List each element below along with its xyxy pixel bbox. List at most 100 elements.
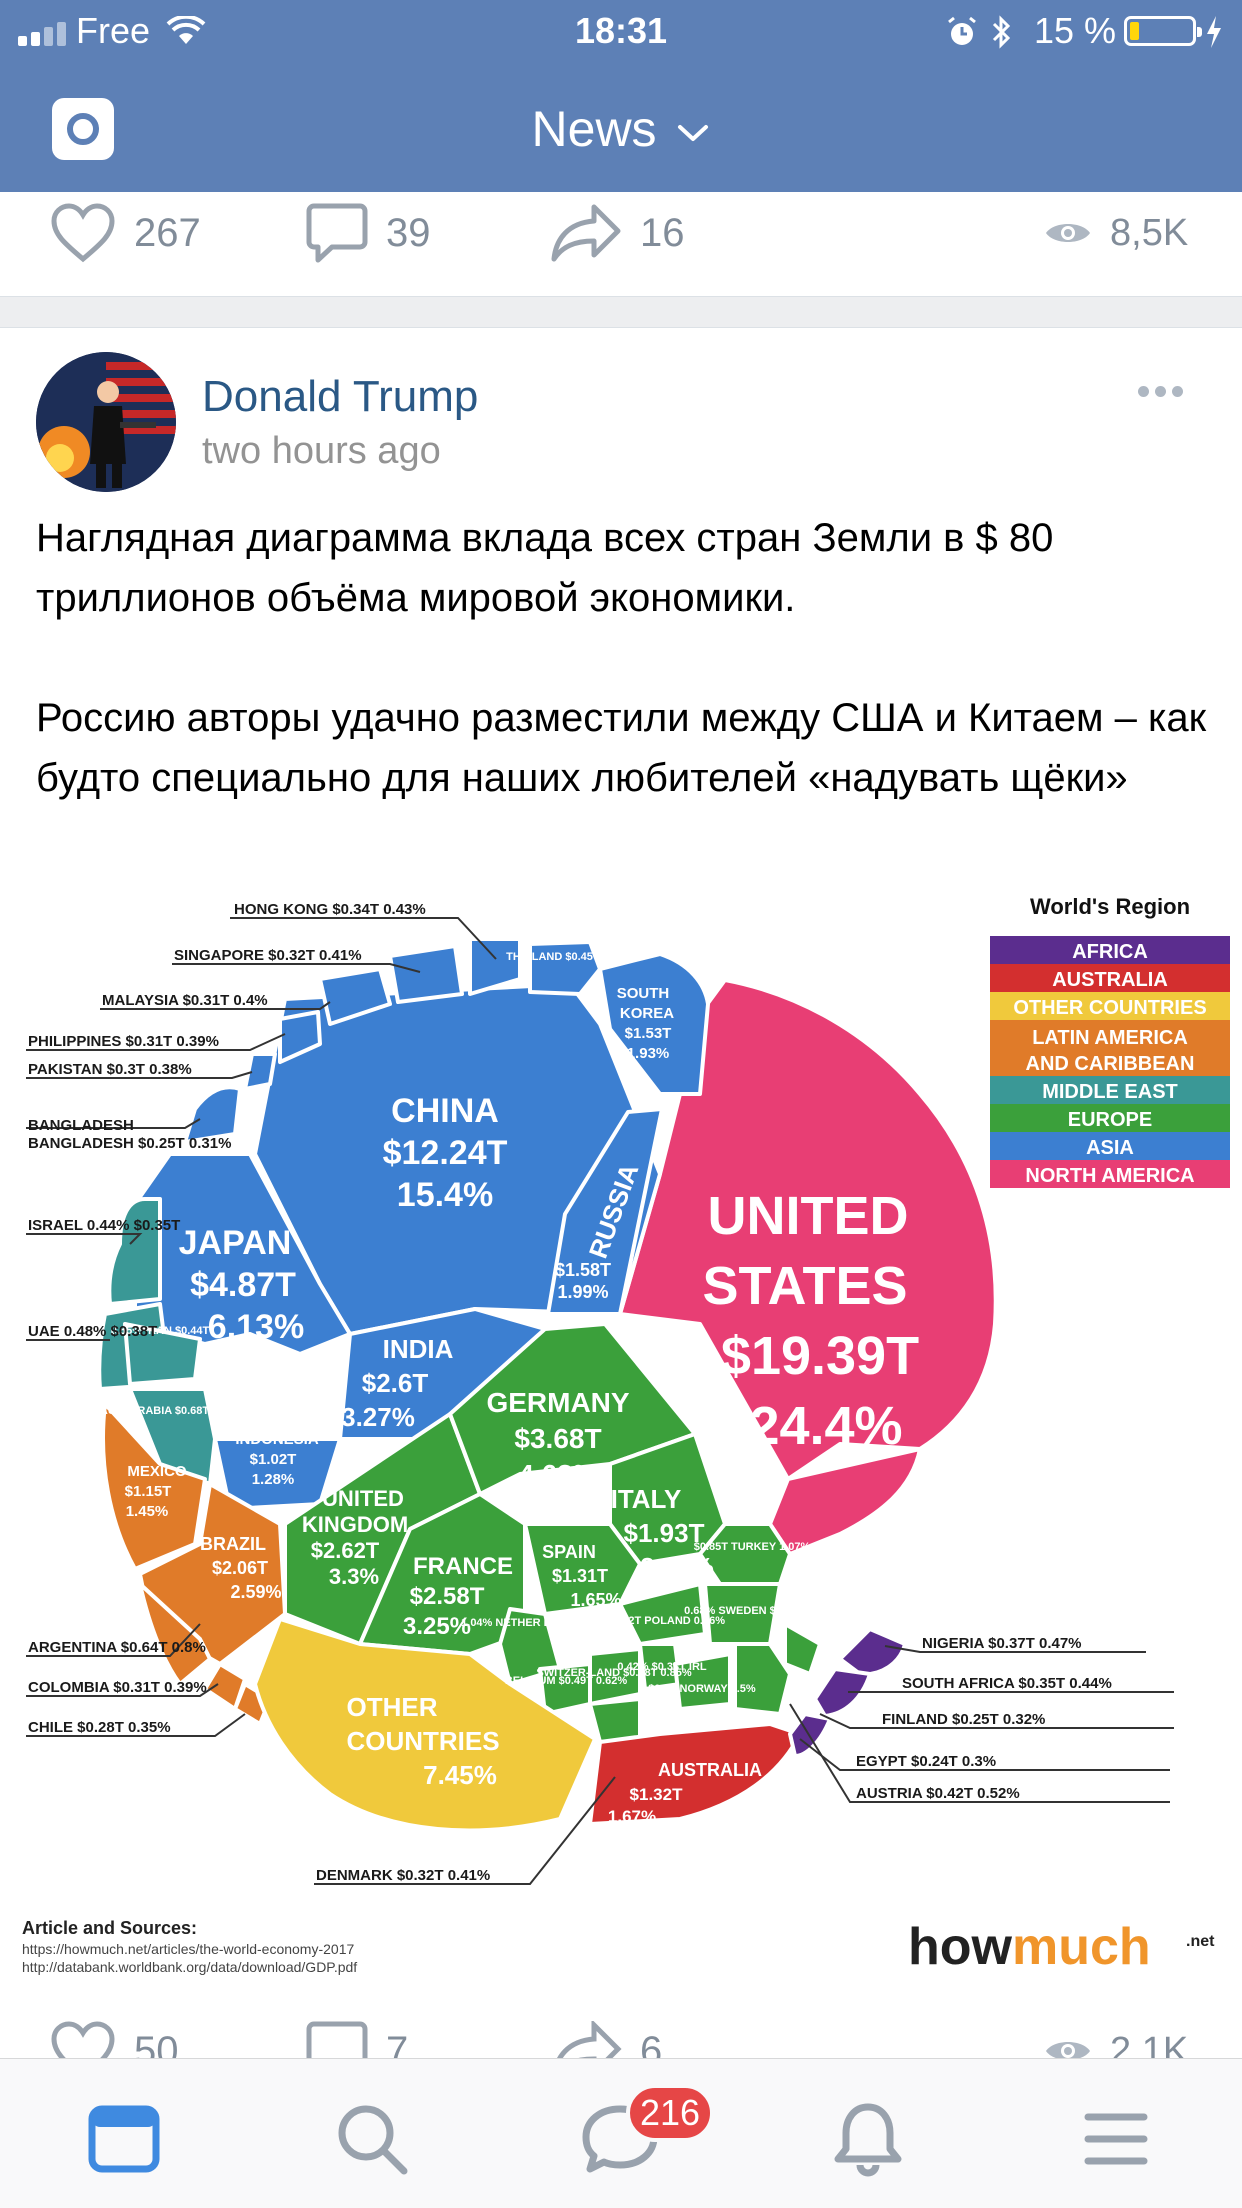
chart-legend: World's Region AFRICA AUSTRALIA OTHER CO… xyxy=(990,894,1230,1188)
cell-other xyxy=(253,1617,597,1833)
label-indonesia-name: INDONESIA xyxy=(235,1431,319,1448)
cell-netherlands xyxy=(498,1607,562,1686)
messages-badge: 216 xyxy=(626,2084,715,2142)
tab-search[interactable] xyxy=(332,2099,412,2179)
cell-malaysia xyxy=(318,967,392,1026)
legend-label-europe: EUROPE xyxy=(1068,1109,1152,1131)
label-mexico-value: $1.15T xyxy=(125,1483,172,1500)
cell-hong-kong xyxy=(468,937,522,996)
callout-bangladesh: BANGLADESH $0.25T 0.31% xyxy=(28,1135,231,1152)
callout-finland: FINLAND $0.25T 0.32% xyxy=(882,1711,1045,1728)
callout-malaysia: MALAYSIA $0.31T 0.4% xyxy=(102,992,268,1009)
chart-big-labels: UNITED STATES $19.39T 24.4% CHINA $12.24… xyxy=(125,985,937,1826)
author-name[interactable]: Donald Trump xyxy=(202,372,479,421)
label-other-name-2: COUNTRIES xyxy=(346,1726,499,1756)
label-canada-pct: 2.08% xyxy=(819,1598,881,1623)
label-mexico-pct: 1.45% xyxy=(126,1503,169,1520)
callout-colombia: COLOMBIA $0.31T 0.39% xyxy=(28,1679,207,1696)
label-irl: 0.42% $0.33T IRL xyxy=(617,1661,707,1673)
callout-pakistan: PAKISTAN $0.3T 0.38% xyxy=(28,1061,192,1078)
label-india-name: INDIA xyxy=(383,1334,454,1364)
cell-spain xyxy=(523,1522,642,1616)
label-other-pct: 7.45% xyxy=(423,1760,497,1790)
feed-title-dropdown[interactable]: News xyxy=(0,98,1242,160)
label-australia-value: $1.32T xyxy=(630,1785,684,1804)
like-button[interactable]: 267 xyxy=(50,188,201,278)
label-norway: $0.4T NORWAY 0.5% xyxy=(648,1683,756,1695)
callout-israel: ISRAEL 0.44% $0.35T xyxy=(28,1217,180,1234)
tab-news[interactable] xyxy=(84,2099,164,2179)
label-skorea-pct: 1.93% xyxy=(627,1045,670,1062)
label-skorea-name-1: SOUTH xyxy=(617,985,670,1002)
post-timestamp: two hours ago xyxy=(202,430,441,472)
label-belgium: BELGIUM $0.49T 0.62% xyxy=(505,1675,627,1687)
cell-mexico xyxy=(101,1402,207,1571)
cell-iran xyxy=(123,1322,202,1386)
label-france-value: $2.58T xyxy=(410,1583,485,1610)
post-image-infographic[interactable]: UNITED STATES $19.39T 24.4% CHINA $12.24… xyxy=(0,884,1242,2000)
legend-label-latam-2: AND CARIBBEAN xyxy=(1026,1053,1195,1075)
alarm-icon xyxy=(948,16,976,45)
callout-philippines: PHILIPPINES $0.31T 0.39% xyxy=(28,1033,219,1050)
prev-post-actions: 267 39 16 8,5K xyxy=(0,188,1242,278)
signal-icon xyxy=(18,22,70,46)
brand-logo: howmuch .net xyxy=(908,1918,1215,1976)
share-count: 16 xyxy=(640,210,685,255)
feed-title: News xyxy=(531,101,657,157)
label-italy-name: ITALY xyxy=(611,1484,682,1514)
callout-bangladesh-1: BANGLADESH xyxy=(28,1117,134,1134)
legend-swatch-australia xyxy=(990,964,1230,992)
chart-cells xyxy=(97,937,998,1833)
share-button[interactable]: 16 xyxy=(550,188,685,278)
callout-uae: UAE 0.48% $0.38T xyxy=(28,1323,157,1340)
chart-small-labels: THAILAND $0.45T 0.57% 0.55% IRAN $0.44T … xyxy=(93,951,811,1695)
label-brazil-name: BRAZIL xyxy=(200,1534,266,1554)
author-avatar[interactable] xyxy=(36,352,176,492)
label-us-name-1: UNITED xyxy=(708,1186,909,1246)
label-us-name-2: STATES xyxy=(702,1256,907,1316)
label-saudi: SAUDI ARABIA $0.68T 0.86% xyxy=(93,1405,244,1417)
source-link-1: https://howmuch.net/articles/the-world-e… xyxy=(22,1941,354,1957)
label-russia-value: $1.58T xyxy=(555,1260,611,1280)
label-us-value: $19.39T xyxy=(721,1326,919,1386)
callout-lines xyxy=(26,917,1174,1885)
callout-south-africa: SOUTH AFRICA $0.35T 0.44% xyxy=(902,1675,1112,1692)
tab-notifications[interactable] xyxy=(828,2099,908,2179)
newsfeed-icon xyxy=(88,2105,160,2173)
hamburger-menu-icon xyxy=(1084,2113,1148,2165)
eye-icon xyxy=(1046,2042,1090,2060)
comment-button[interactable]: 39 xyxy=(306,188,431,278)
battery-icon xyxy=(1124,16,1202,46)
speech-bubble-icon xyxy=(306,203,368,263)
label-netherlands: 1.04% NETHER LANDS $0.83T xyxy=(461,1617,619,1629)
label-skorea-name-2: KOREA xyxy=(620,1005,674,1022)
callout-egypt: EGYPT $0.24T 0.3% xyxy=(856,1753,996,1770)
label-uk-pct: 3.3% xyxy=(329,1564,379,1589)
cell-finland xyxy=(783,1622,822,1676)
tab-menu[interactable] xyxy=(1076,2099,1156,2179)
label-iran: 0.55% IRAN $0.44T xyxy=(111,1325,210,1337)
cell-denmark xyxy=(588,1697,642,1744)
camera-button[interactable] xyxy=(52,98,114,160)
cell-canada xyxy=(768,1447,922,1556)
label-poland: $0.52T POLAND 0.66% xyxy=(607,1615,725,1627)
label-france-pct: 3.25% xyxy=(403,1613,471,1640)
cell-israel xyxy=(107,1197,162,1306)
cell-united-states xyxy=(618,978,998,1481)
post-separator xyxy=(0,296,1242,328)
label-brazil-pct: 2.59% xyxy=(230,1582,281,1602)
view-count: 8,5K xyxy=(1110,211,1189,254)
legend-swatch-north-america xyxy=(990,1160,1230,1188)
legend-swatch-latam xyxy=(990,1020,1230,1076)
label-brazil-value: $2.06T xyxy=(212,1558,268,1578)
label-mexico-name: MEXICO xyxy=(127,1463,187,1480)
cell-singapore xyxy=(388,944,464,1004)
legend-label-africa: AFRICA xyxy=(1072,941,1148,963)
legend-swatch-europe xyxy=(990,1104,1230,1132)
label-japan-pct: 6.13% xyxy=(208,1308,304,1346)
label-uk-value: $2.62T xyxy=(311,1538,380,1563)
label-china-value: $12.24T xyxy=(383,1134,508,1172)
label-us-pct: 24.4% xyxy=(749,1396,902,1456)
more-options-button[interactable] xyxy=(1138,384,1194,418)
label-australia-pct: 1.67% xyxy=(608,1807,656,1826)
